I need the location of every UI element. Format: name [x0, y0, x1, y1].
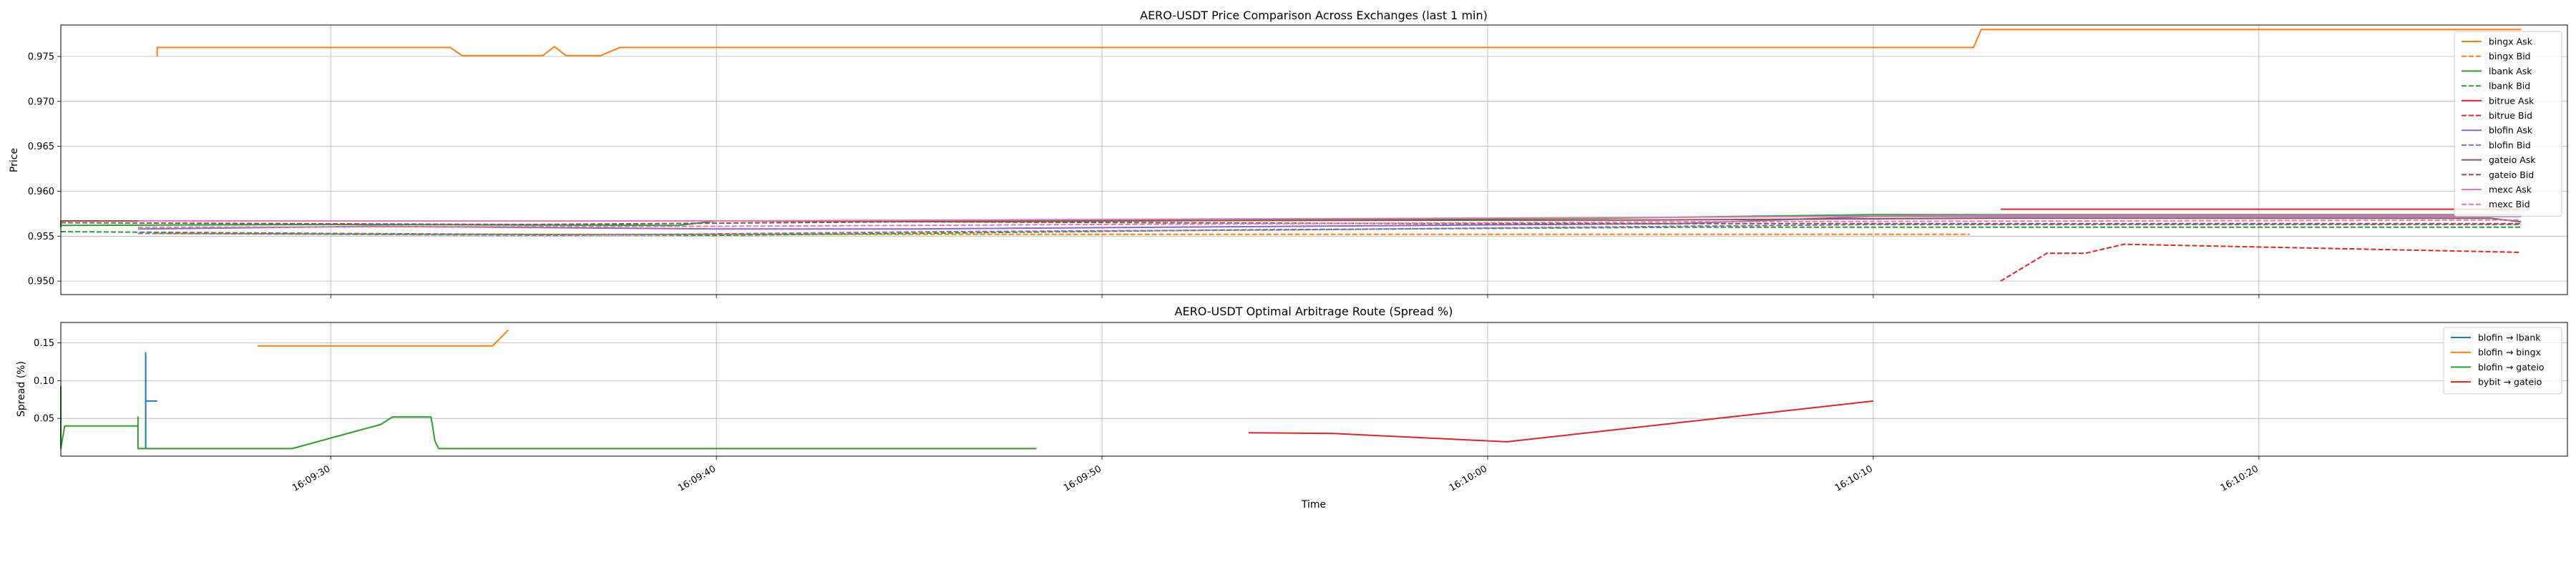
y-tick-label: 0.975 [28, 51, 54, 62]
series-line-bitrue-bid [2000, 243, 2522, 282]
y-tick-label: 0.960 [28, 187, 54, 197]
y-tick-label: 0.05 [34, 414, 54, 425]
y-tick-label: 0.15 [34, 338, 54, 349]
plot-area [61, 322, 2567, 456]
legend-label-blofin-to-gateio: blofin → gateio [2478, 362, 2545, 373]
axes-frame [60, 24, 2568, 295]
legend-label-gateio-ask: gateio Ask [2489, 154, 2536, 165]
legend-label-bingx-ask: bingx Ask [2489, 36, 2533, 47]
series-line-blofin-to-bingx [257, 329, 509, 347]
y-ticks: 0.950 0.955 0.960 0.965 0.970 0.975 [28, 51, 61, 287]
series-line-bingx-ask [156, 29, 2522, 56]
chart-title: AERO-USDT Price Comparison Across Exchan… [1140, 9, 1488, 22]
y-tick-label: 0.955 [28, 232, 54, 242]
legend-label-bingx-bid: bingx Bid [2489, 51, 2531, 61]
legend: bingx Ask bingx Bid lbank Ask lbank Bid bitr… [2454, 31, 2562, 217]
series-lines [60, 329, 1874, 450]
legend-label-mexc-bid: mexc Bid [2489, 199, 2530, 209]
legend-label-bitrue-ask: bitrue Ask [2489, 95, 2534, 106]
plot-area [61, 25, 2567, 295]
legend-label-blofin-to-lbank: blofin → lbank [2478, 332, 2541, 343]
price-comparison-chart: 0.950 0.955 0.960 0.965 0.970 0.975 AERO-USDT… [9, 9, 2568, 298]
legend-box [2443, 327, 2562, 395]
legend-label-blofin-bid: blofin Bid [2489, 139, 2531, 150]
y-axis-label: Spread (%) [16, 361, 27, 417]
series-line-lbank-bid [60, 226, 2522, 237]
y-tick-label: 0.950 [28, 277, 54, 287]
legend-label-blofin-ask: blofin Ask [2489, 125, 2533, 136]
legend-label-gateio-bid: gateio Bid [2489, 169, 2534, 180]
y-tick-label: 0.970 [28, 97, 54, 107]
legend-label-bitrue-bid: bitrue Bid [2489, 110, 2532, 121]
series-line-mexc-bid [137, 219, 2522, 228]
series-line-blofin-bid [137, 224, 2522, 237]
series-line-blofin-to-gateio [60, 385, 1037, 450]
arbitrage-spread-chart: 0.050.100.15 16:09:30 16:09:40 16:09:50 16:… [16, 305, 2568, 511]
x-ticks [330, 295, 2260, 298]
legend-label-bybit-to-gateio: bybit → gateio [2478, 377, 2542, 388]
axes-frame [60, 322, 2568, 457]
legend-label-mexc-ask: mexc Ask [2489, 184, 2532, 195]
y-ticks: 0.05 0.10 0.15 [34, 338, 61, 425]
legend: blofin → lbank blofin → bingx blofin → gat… [2443, 327, 2562, 395]
grid [61, 25, 2567, 295]
grid [61, 322, 2567, 456]
legend-label-lbank-bid: lbank Bid [2489, 81, 2530, 92]
x-axis-label: Time [1301, 499, 1326, 511]
y-tick-label: 0.965 [28, 142, 54, 152]
series-line-blofin-to-lbank [145, 352, 157, 449]
y-axis-label: Price [9, 148, 20, 172]
legend-box [2454, 31, 2562, 217]
legend-label-lbank-ask: lbank Ask [2489, 66, 2532, 77]
chart-title: AERO-USDT Optimal Arbitrage Route (Sprea… [1175, 305, 1453, 318]
series-lines [60, 29, 2522, 282]
series-line-mexc-ask [137, 214, 2522, 222]
series-line-bybit-to-gateio [1248, 400, 1874, 443]
y-tick-label: 0.10 [34, 376, 54, 387]
legend-label-blofin-to-bingx: blofin → bingx [2478, 347, 2541, 358]
series-line-gateio-bid [60, 221, 2522, 225]
